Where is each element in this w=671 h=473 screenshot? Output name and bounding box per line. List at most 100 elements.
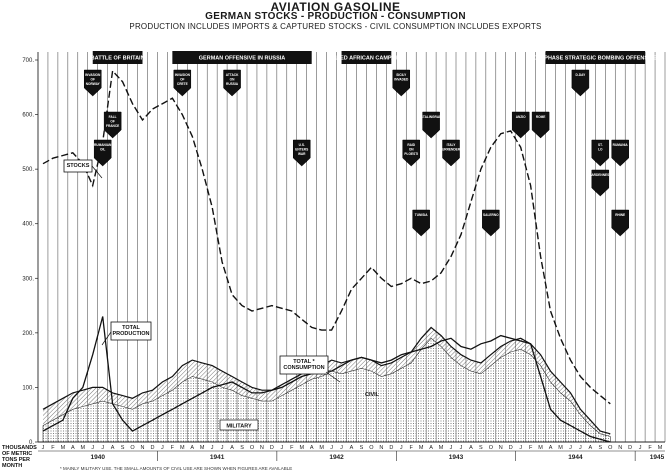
military-label: MILITARY xyxy=(226,424,252,430)
month-label: A xyxy=(589,445,593,451)
month-label: J xyxy=(221,445,224,451)
event-marker-label: U.S. xyxy=(299,143,305,147)
campaign-label: OIL PHASE STRATEGIC BOMBING OFFENSIVE xyxy=(534,56,658,62)
month-label: J xyxy=(519,445,522,451)
month-label: F xyxy=(290,445,294,451)
event-marker xyxy=(531,111,550,139)
month-label: J xyxy=(450,445,453,451)
campaign-banner xyxy=(172,51,312,64)
y-tick-label: 400. xyxy=(22,222,34,228)
production-leader xyxy=(101,331,112,346)
event-marker xyxy=(422,111,440,139)
month-label: D xyxy=(628,445,632,451)
stocks-label: STOCKS xyxy=(67,163,90,169)
campaign-banner xyxy=(92,51,143,64)
event-marker-label: PLOESTI xyxy=(404,152,418,156)
grid xyxy=(37,52,666,442)
month-label: M xyxy=(200,445,205,451)
event-marker-label: TUNISIA xyxy=(415,213,428,217)
month-label: N xyxy=(379,445,383,451)
campaign-label: ALLIED AFRICAN CAMPAIGN xyxy=(328,56,405,62)
month-label: D xyxy=(509,445,513,451)
month-label: N xyxy=(618,445,622,451)
event-marker-label: ROME xyxy=(536,115,546,119)
month-label: F xyxy=(529,445,533,451)
consumption-leader xyxy=(325,371,341,383)
month-label: M xyxy=(419,445,424,451)
campaign-banner xyxy=(341,51,392,64)
month-label: M xyxy=(658,445,663,451)
y-tick-label: 600. xyxy=(22,113,34,119)
month-label: J xyxy=(330,445,333,451)
month-label: M xyxy=(319,445,324,451)
event-marker-label: OF xyxy=(91,78,95,82)
month-label: J xyxy=(161,445,164,451)
y-axis-label-2: OF METRIC xyxy=(2,451,32,457)
month-label: J xyxy=(211,445,214,451)
month-label: J xyxy=(579,445,582,451)
event-marker-label: SICILY xyxy=(396,73,407,77)
month-label: O xyxy=(608,445,613,451)
event-marker-label: FALL xyxy=(109,115,117,119)
production-label: PRODUCTION xyxy=(113,331,150,337)
event-marker-label: D-DAY xyxy=(575,73,586,77)
event-marker xyxy=(223,69,241,97)
y-tick-label: 200. xyxy=(22,331,34,337)
event-marker xyxy=(292,139,311,167)
year-label: 1943 xyxy=(449,454,464,461)
event-marker xyxy=(173,69,192,97)
year-label: 1944 xyxy=(568,454,583,461)
production-label: TOTAL xyxy=(122,325,140,331)
month-label: S xyxy=(360,445,364,451)
month-label: A xyxy=(549,445,553,451)
event-marker-label: SALERNO xyxy=(483,213,499,217)
event-marker-label: WAR xyxy=(298,152,306,156)
year-label: 1942 xyxy=(329,454,344,461)
y-axis-label-4: MONTH xyxy=(2,463,22,469)
y-tick-label: 100. xyxy=(22,385,34,391)
event-marker-label: RUMANIAN xyxy=(94,143,112,147)
event-marker xyxy=(412,209,430,237)
event-marker xyxy=(591,139,610,167)
month-label: O xyxy=(489,445,494,451)
month-label: O xyxy=(250,445,255,451)
month-label: S xyxy=(598,445,602,451)
year-label: 1941 xyxy=(210,454,225,461)
event-marker-label: INVASION xyxy=(85,73,101,77)
event-marker-label: ON xyxy=(409,148,414,152)
event-marker-label: LO xyxy=(598,148,603,152)
event-marker-label: ST. xyxy=(598,143,603,147)
month-label: D xyxy=(150,445,154,451)
consumption-label: TOTAL * xyxy=(293,359,315,365)
month-label: O xyxy=(369,445,374,451)
event-marker-label: NORWAY xyxy=(86,82,101,86)
month-label: J xyxy=(101,445,104,451)
month-label: J xyxy=(91,445,94,451)
event-marker-label: SURRENDERS xyxy=(440,148,462,152)
month-label: A xyxy=(469,445,473,451)
event-marker xyxy=(591,169,610,197)
event-marker xyxy=(482,209,500,237)
event-marker-label: ANZIO xyxy=(516,115,526,119)
month-label: A xyxy=(111,445,115,451)
month-label: A xyxy=(429,445,433,451)
month-label: M xyxy=(558,445,563,451)
event-marker-label: ARDENNES xyxy=(591,173,609,177)
month-label: A xyxy=(310,445,314,451)
month-label: J xyxy=(460,445,463,451)
month-label: J xyxy=(42,445,45,451)
event-marker xyxy=(442,139,460,167)
event-marker-label: ON xyxy=(230,78,235,82)
axes: 0.100.200.300.400.500.600.700.J F M A M J J A S O… xyxy=(22,52,665,461)
event-marker xyxy=(83,69,102,97)
consumption-label: CONSUMPTION xyxy=(283,365,324,371)
y-tick-label: 700. xyxy=(22,58,34,64)
y-axis-label-3: TONS PER xyxy=(2,457,30,463)
chart-subtitle: GERMAN STOCKS - PRODUCTION - CONSUMPTION xyxy=(205,11,466,22)
campaign-banner xyxy=(545,51,646,64)
event-marker-label: FRANCE xyxy=(106,124,119,128)
month-label: J xyxy=(639,445,642,451)
month-label: N xyxy=(141,445,145,451)
civil-label: CIVIL xyxy=(365,392,380,398)
